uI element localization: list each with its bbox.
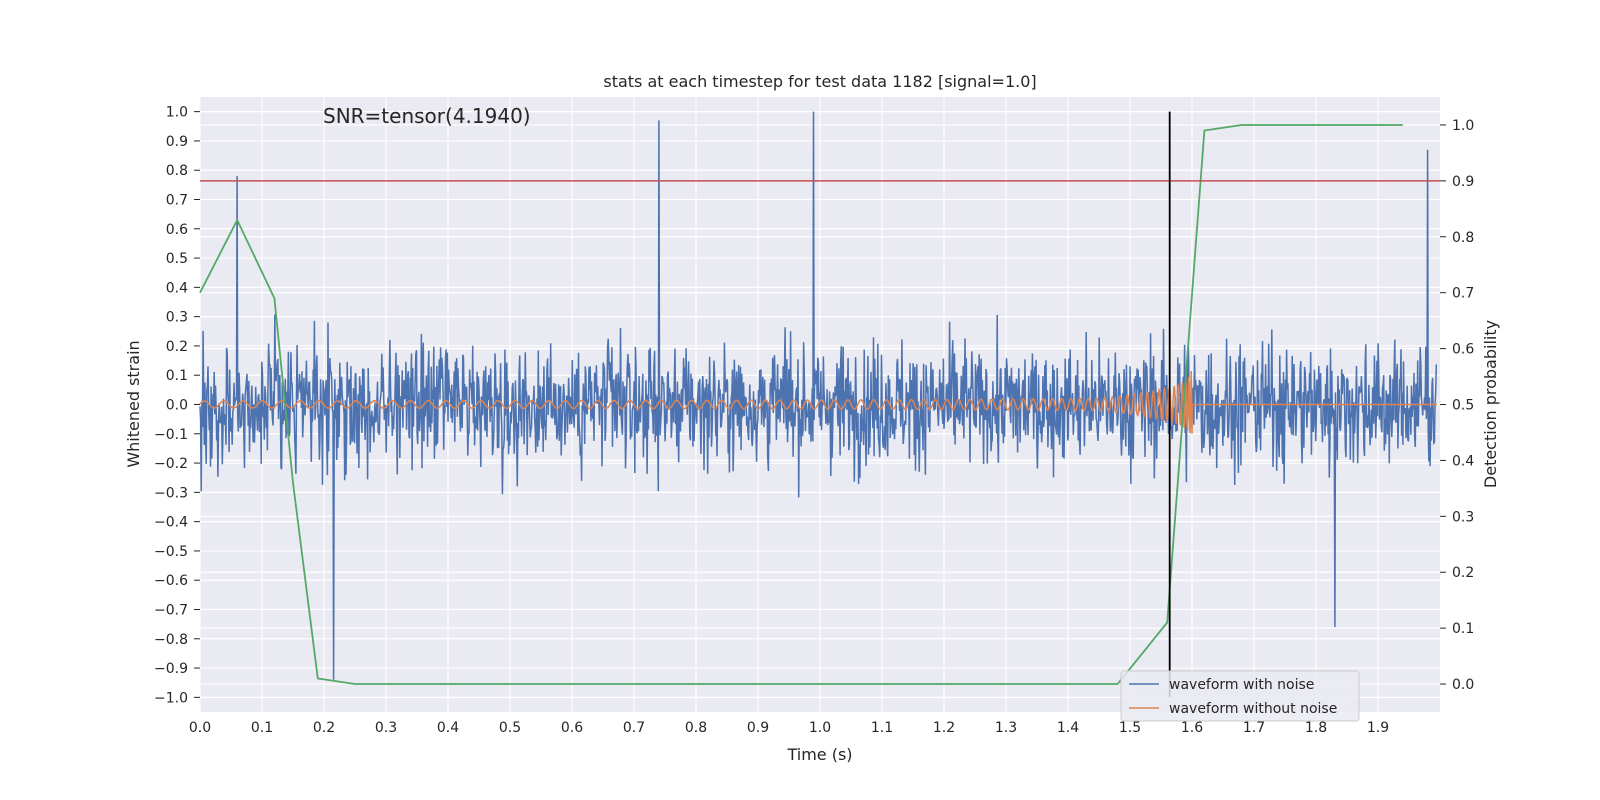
y2-tick-label: 0.2 [1452, 565, 1474, 581]
x-tick-label: 1.6 [1181, 720, 1203, 736]
x-tick-label: 0.7 [623, 720, 645, 736]
y-tick-label: 0.4 [166, 280, 188, 296]
x-tick-label: 1.7 [1243, 720, 1265, 736]
x-tick-label: 0.4 [437, 720, 459, 736]
x-tick-label: 0.2 [313, 720, 335, 736]
y2-tick-label: 1.0 [1452, 118, 1474, 134]
x-tick-label: 1.9 [1367, 720, 1389, 736]
y-tick-label: 0.5 [166, 251, 188, 267]
y-tick-label: −1.0 [154, 690, 188, 706]
x-tick-label: 0.6 [561, 720, 583, 736]
y-tick-label: −0.2 [154, 456, 188, 472]
x-axis-label: Time (s) [786, 745, 852, 764]
series-line-noisy [199, 111, 1438, 680]
y-tick-label: −0.1 [154, 427, 188, 443]
y-tick-label: −0.9 [154, 661, 188, 677]
chart-title: stats at each timestep for test data 118… [603, 72, 1036, 91]
x-tick-label: 1.2 [933, 720, 955, 736]
ticks: 0.0 0.1 0.2 0.3 0.4 0.5 0.6 0.7 0.8 0.9 1.0 1.1 1.2 1… [154, 105, 1474, 736]
y2-tick-label: 0.3 [1452, 509, 1474, 525]
y2-tick-label: 0.1 [1452, 621, 1474, 637]
y2-tick-label: 0.6 [1452, 342, 1474, 358]
y-tick-label: −0.7 [154, 603, 188, 619]
x-tick-label: 0.8 [685, 720, 707, 736]
x-tick-label: 1.4 [1057, 720, 1079, 736]
y-tick-label: −0.4 [154, 515, 188, 531]
y-axis-label: Whitened strain [124, 340, 143, 467]
series-layer [199, 111, 1440, 698]
snr-annotation: SNR=tensor(4.1940) [323, 104, 531, 128]
x-tick-label: 0.5 [499, 720, 521, 736]
y-tick-label: 0.2 [166, 339, 188, 355]
series-line-clean [199, 370, 1437, 434]
x-tick-label: 1.5 [1119, 720, 1141, 736]
y-tick-label: 0.8 [166, 163, 188, 179]
y-tick-label: −0.3 [154, 485, 188, 501]
y-tick-label: 0.0 [166, 398, 188, 414]
x-tick-label: 0.3 [375, 720, 397, 736]
legend-box [1120, 670, 1360, 722]
y2-tick-label: 0.8 [1452, 230, 1474, 246]
y2-axis-label: Detection probability [1481, 320, 1500, 488]
y2-tick-label: 0.7 [1452, 286, 1474, 302]
x-tick-label: 0.0 [189, 720, 211, 736]
x-tick-label: 0.1 [251, 720, 273, 736]
y2-tick-label: 0.0 [1452, 677, 1474, 693]
y-tick-label: −0.6 [154, 573, 188, 589]
y-tick-label: 0.6 [166, 222, 188, 238]
x-tick-label: 1.3 [995, 720, 1017, 736]
y2-tick-label: 0.5 [1452, 398, 1474, 414]
series-line-probability [199, 124, 1403, 685]
y-tick-label: −0.8 [154, 632, 188, 648]
y-tick-label: 0.3 [166, 310, 188, 326]
x-tick-label: 1.1 [871, 720, 893, 736]
y-tick-label: 0.9 [166, 134, 188, 150]
y-tick-label: 0.1 [166, 368, 188, 384]
y2-tick-label: 0.4 [1452, 453, 1474, 469]
x-tick-label: 1.8 [1305, 720, 1327, 736]
legend-label-noisy: waveform with noise [1169, 677, 1314, 693]
y-tick-label: −0.5 [154, 544, 188, 560]
y-tick-label: 1.0 [166, 105, 188, 121]
legend: waveform with noise waveform without noi… [1120, 670, 1360, 722]
y2-tick-label: 0.9 [1452, 174, 1474, 190]
y-tick-label: 0.7 [166, 193, 188, 209]
x-tick-label: 0.9 [747, 720, 769, 736]
legend-label-clean: waveform without noise [1169, 701, 1337, 717]
x-tick-label: 1.0 [809, 720, 831, 736]
